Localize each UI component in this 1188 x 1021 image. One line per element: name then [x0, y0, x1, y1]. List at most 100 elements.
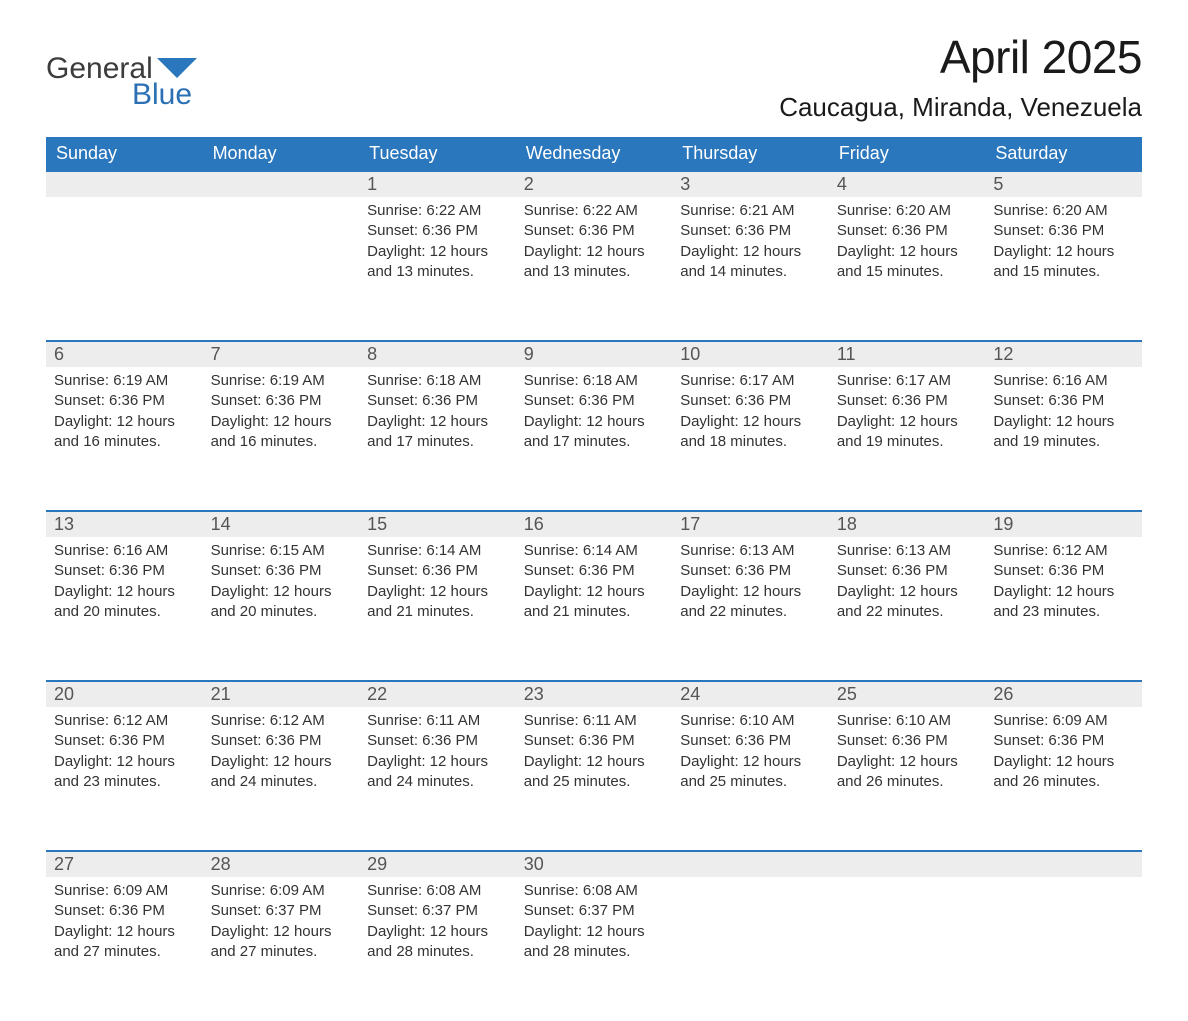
sunrise-text: Sunrise: 6:16 AM	[54, 541, 195, 561]
calendar-table: Sunday Monday Tuesday Wednesday Thursday…	[46, 137, 1142, 1021]
day-number-row: 6789101112	[46, 341, 1142, 367]
daylight-text: Daylight: 12 hours	[837, 752, 978, 772]
day-number: 7	[203, 341, 360, 367]
day-cell: Sunrise: 6:09 AMSunset: 6:37 PMDaylight:…	[203, 877, 360, 1021]
sunset-text: Sunset: 6:36 PM	[211, 561, 352, 581]
page-title: April 2025	[779, 30, 1142, 84]
daylight-text: and 21 minutes.	[524, 602, 665, 622]
day-body-row: Sunrise: 6:22 AMSunset: 6:36 PMDaylight:…	[46, 197, 1142, 341]
daylight-text: and 17 minutes.	[524, 432, 665, 452]
sunset-text: Sunset: 6:36 PM	[837, 561, 978, 581]
day-cell: Sunrise: 6:08 AMSunset: 6:37 PMDaylight:…	[359, 877, 516, 1021]
sunrise-text: Sunrise: 6:18 AM	[367, 371, 508, 391]
day-number: 27	[46, 851, 203, 877]
sunset-text: Sunset: 6:36 PM	[367, 391, 508, 411]
day-body-row: Sunrise: 6:16 AMSunset: 6:36 PMDaylight:…	[46, 537, 1142, 681]
sunset-text: Sunset: 6:36 PM	[54, 901, 195, 921]
day-number: 18	[829, 511, 986, 537]
weekday-header: Thursday	[672, 137, 829, 171]
daylight-text: Daylight: 12 hours	[367, 752, 508, 772]
sunset-text: Sunset: 6:36 PM	[993, 391, 1134, 411]
day-cell: Sunrise: 6:11 AMSunset: 6:36 PMDaylight:…	[359, 707, 516, 851]
sunrise-text: Sunrise: 6:09 AM	[211, 881, 352, 901]
daylight-text: and 14 minutes.	[680, 262, 821, 282]
daylight-text: and 28 minutes.	[524, 942, 665, 962]
daylight-text: Daylight: 12 hours	[524, 242, 665, 262]
sunrise-text: Sunrise: 6:10 AM	[837, 711, 978, 731]
sunset-text: Sunset: 6:36 PM	[993, 561, 1134, 581]
sunset-text: Sunset: 6:36 PM	[837, 731, 978, 751]
sunset-text: Sunset: 6:36 PM	[524, 561, 665, 581]
daylight-text: Daylight: 12 hours	[367, 412, 508, 432]
day-cell: Sunrise: 6:12 AMSunset: 6:36 PMDaylight:…	[46, 707, 203, 851]
day-number: 13	[46, 511, 203, 537]
daylight-text: and 26 minutes.	[993, 772, 1134, 792]
day-number: 14	[203, 511, 360, 537]
sunset-text: Sunset: 6:36 PM	[680, 391, 821, 411]
weekday-header: Sunday	[46, 137, 203, 171]
sunset-text: Sunset: 6:36 PM	[367, 731, 508, 751]
weekday-header: Saturday	[985, 137, 1142, 171]
daylight-text: Daylight: 12 hours	[211, 582, 352, 602]
day-cell: Sunrise: 6:20 AMSunset: 6:36 PMDaylight:…	[829, 197, 986, 341]
sunset-text: Sunset: 6:36 PM	[680, 221, 821, 241]
sunrise-text: Sunrise: 6:13 AM	[680, 541, 821, 561]
day-body-row: Sunrise: 6:19 AMSunset: 6:36 PMDaylight:…	[46, 367, 1142, 511]
daylight-text: Daylight: 12 hours	[54, 412, 195, 432]
sunset-text: Sunset: 6:36 PM	[680, 731, 821, 751]
day-cell: Sunrise: 6:13 AMSunset: 6:36 PMDaylight:…	[672, 537, 829, 681]
day-number: 25	[829, 681, 986, 707]
day-number: 9	[516, 341, 673, 367]
day-number: 11	[829, 341, 986, 367]
daylight-text: and 25 minutes.	[680, 772, 821, 792]
day-number-row: 27282930	[46, 851, 1142, 877]
sunrise-text: Sunrise: 6:21 AM	[680, 201, 821, 221]
day-number: 19	[985, 511, 1142, 537]
daylight-text: and 19 minutes.	[837, 432, 978, 452]
sunset-text: Sunset: 6:36 PM	[837, 221, 978, 241]
daylight-text: and 15 minutes.	[837, 262, 978, 282]
day-cell: Sunrise: 6:16 AMSunset: 6:36 PMDaylight:…	[46, 537, 203, 681]
day-cell: Sunrise: 6:17 AMSunset: 6:36 PMDaylight:…	[672, 367, 829, 511]
sunrise-text: Sunrise: 6:12 AM	[211, 711, 352, 731]
sunrise-text: Sunrise: 6:17 AM	[680, 371, 821, 391]
daylight-text: and 13 minutes.	[524, 262, 665, 282]
day-cell: Sunrise: 6:18 AMSunset: 6:36 PMDaylight:…	[516, 367, 673, 511]
day-cell: Sunrise: 6:22 AMSunset: 6:36 PMDaylight:…	[359, 197, 516, 341]
day-number: 21	[203, 681, 360, 707]
sunset-text: Sunset: 6:36 PM	[837, 391, 978, 411]
sunset-text: Sunset: 6:36 PM	[211, 391, 352, 411]
day-cell	[829, 877, 986, 1021]
day-number: 5	[985, 171, 1142, 197]
day-cell: Sunrise: 6:09 AMSunset: 6:36 PMDaylight:…	[985, 707, 1142, 851]
daylight-text: Daylight: 12 hours	[680, 412, 821, 432]
daylight-text: and 22 minutes.	[837, 602, 978, 622]
weekday-header: Monday	[203, 137, 360, 171]
sunset-text: Sunset: 6:36 PM	[54, 731, 195, 751]
daylight-text: and 24 minutes.	[211, 772, 352, 792]
day-cell: Sunrise: 6:17 AMSunset: 6:36 PMDaylight:…	[829, 367, 986, 511]
sunset-text: Sunset: 6:36 PM	[54, 391, 195, 411]
sunset-text: Sunset: 6:36 PM	[211, 731, 352, 751]
sunrise-text: Sunrise: 6:19 AM	[54, 371, 195, 391]
day-number: 28	[203, 851, 360, 877]
daylight-text: Daylight: 12 hours	[993, 752, 1134, 772]
daylight-text: Daylight: 12 hours	[211, 752, 352, 772]
day-number-row: 12345	[46, 171, 1142, 197]
day-cell	[46, 197, 203, 341]
day-cell: Sunrise: 6:08 AMSunset: 6:37 PMDaylight:…	[516, 877, 673, 1021]
day-number: 2	[516, 171, 673, 197]
day-cell: Sunrise: 6:14 AMSunset: 6:36 PMDaylight:…	[359, 537, 516, 681]
day-number	[985, 851, 1142, 877]
sunrise-text: Sunrise: 6:14 AM	[367, 541, 508, 561]
day-cell: Sunrise: 6:09 AMSunset: 6:36 PMDaylight:…	[46, 877, 203, 1021]
daylight-text: Daylight: 12 hours	[680, 752, 821, 772]
daylight-text: and 27 minutes.	[211, 942, 352, 962]
day-body-row: Sunrise: 6:12 AMSunset: 6:36 PMDaylight:…	[46, 707, 1142, 851]
daylight-text: and 23 minutes.	[993, 602, 1134, 622]
sunset-text: Sunset: 6:37 PM	[367, 901, 508, 921]
daylight-text: Daylight: 12 hours	[367, 582, 508, 602]
daylight-text: Daylight: 12 hours	[993, 582, 1134, 602]
day-body-row: Sunrise: 6:09 AMSunset: 6:36 PMDaylight:…	[46, 877, 1142, 1021]
daylight-text: Daylight: 12 hours	[54, 752, 195, 772]
